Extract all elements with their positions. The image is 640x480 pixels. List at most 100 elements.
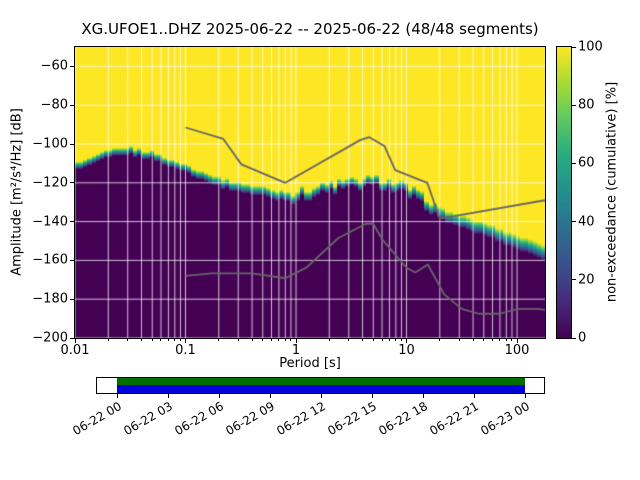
x-tick-mark	[516, 338, 518, 343]
y-tick-mark	[70, 298, 75, 300]
colorbar-tick-label: 20	[578, 272, 595, 288]
y-tick-label: −180	[32, 291, 68, 307]
coverage-processed-bar	[117, 378, 525, 385]
colorbar-tick-mark	[572, 337, 576, 339]
colorbar-tick-label: 60	[578, 155, 595, 171]
y-tick-mark	[70, 65, 75, 67]
y-tick-mark	[70, 182, 75, 184]
x-minor-tick-mark	[251, 338, 253, 341]
coverage-tick-mark	[524, 394, 526, 398]
x-minor-tick-mark	[107, 338, 109, 341]
x-minor-tick-mark	[179, 338, 181, 341]
y-tick-label: −100	[32, 136, 68, 152]
x-tick-label: 1	[291, 343, 301, 358]
y-tick-label: −160	[32, 252, 68, 268]
x-minor-tick-mark	[348, 338, 350, 341]
colorbar-tick-label: 40	[578, 214, 595, 230]
coverage-tick-mark	[167, 394, 169, 398]
coverage-date-label: 06-22 18	[376, 399, 430, 439]
x-minor-tick-mark	[458, 338, 460, 341]
x-minor-tick-mark	[439, 338, 441, 341]
y-tick-label: −60	[40, 58, 68, 74]
coverage-timeline	[96, 377, 545, 394]
x-minor-tick-mark	[472, 338, 474, 341]
coverage-data-bar	[117, 385, 525, 393]
colorbar	[556, 46, 572, 339]
x-minor-tick-mark	[141, 338, 143, 341]
coverage-date-label: 06-22 12	[274, 399, 328, 439]
coverage-date-label: 06-22 03	[121, 399, 175, 439]
x-tick-label: 0.01	[60, 343, 90, 358]
x-minor-tick-mark	[511, 338, 513, 341]
colorbar-tick-label: 100	[578, 39, 603, 55]
x-minor-tick-mark	[372, 338, 374, 341]
colorbar-tick-mark	[572, 279, 576, 281]
colorbar-tick-mark	[572, 46, 576, 48]
x-minor-tick-mark	[174, 338, 176, 341]
coverage-date-label: 06-22 06	[172, 399, 226, 439]
coverage-tick-mark	[473, 394, 475, 398]
x-minor-tick-mark	[483, 338, 485, 341]
x-minor-tick-mark	[160, 338, 162, 341]
y-tick-label: −120	[32, 175, 68, 191]
y-tick-mark	[70, 143, 75, 145]
x-minor-tick-mark	[218, 338, 220, 341]
ppsd-heatmap-canvas	[75, 47, 545, 338]
colorbar-tick-label: 0	[578, 330, 587, 346]
colorbar-label: non-exceedance (cumulative) [%]	[604, 81, 620, 303]
coverage-date-label: 06-22 21	[427, 399, 481, 439]
y-tick-label: −200	[32, 330, 68, 346]
coverage-tick-mark	[371, 394, 373, 398]
x-minor-tick-mark	[395, 338, 397, 341]
x-minor-tick-mark	[499, 338, 501, 341]
coverage-tick-mark	[320, 394, 322, 398]
x-tick-label: 10	[398, 343, 415, 358]
y-tick-mark	[70, 104, 75, 106]
x-minor-tick-mark	[127, 338, 129, 341]
x-minor-tick-mark	[290, 338, 292, 341]
y-tick-mark	[70, 221, 75, 223]
x-minor-tick-mark	[492, 338, 494, 341]
x-minor-tick-mark	[362, 338, 364, 341]
colorbar-tick-mark	[572, 104, 576, 106]
y-tick-label: −80	[40, 97, 68, 113]
x-minor-tick-mark	[151, 338, 153, 341]
coverage-tick-mark	[269, 394, 271, 398]
x-minor-tick-mark	[400, 338, 402, 341]
y-tick-mark	[70, 337, 75, 339]
x-minor-tick-mark	[284, 338, 286, 341]
x-tick-mark	[406, 338, 408, 343]
coverage-tick-mark	[422, 394, 424, 398]
y-tick-label: −140	[32, 214, 68, 230]
x-tick-mark	[74, 338, 76, 343]
coverage-tick-mark	[218, 394, 220, 398]
x-minor-tick-mark	[271, 338, 272, 341]
x-minor-tick-mark	[328, 338, 330, 341]
colorbar-gradient-canvas	[557, 47, 571, 338]
colorbar-tick-label: 80	[578, 97, 595, 113]
x-tick-mark	[185, 338, 186, 343]
coverage-tick-mark	[116, 394, 118, 398]
coverage-date-label: 06-22 00	[70, 399, 124, 439]
coverage-date-label: 06-22 09	[223, 399, 277, 439]
x-minor-tick-mark	[278, 338, 280, 341]
x-minor-tick-mark	[505, 338, 507, 341]
x-tick-mark	[295, 338, 297, 343]
x-minor-tick-mark	[237, 338, 239, 341]
y-tick-mark	[70, 259, 75, 261]
coverage-date-label: 06-23 00	[478, 399, 532, 439]
x-minor-tick-mark	[381, 338, 383, 341]
x-tick-label: 0.1	[175, 343, 196, 358]
x-minor-tick-mark	[388, 338, 390, 341]
x-axis-label: Period [s]	[279, 356, 341, 371]
x-minor-tick-mark	[167, 338, 169, 341]
plot-area	[74, 46, 546, 339]
colorbar-tick-mark	[572, 162, 576, 164]
coverage-date-label: 06-22 15	[325, 399, 379, 439]
y-axis-label: Amplitude [m²/s⁴/Hz] [dB]	[9, 108, 25, 276]
x-minor-tick-mark	[262, 338, 264, 341]
plot-title: XG.UFOE1..DHZ 2025-06-22 -- 2025-06-22 (…	[81, 20, 539, 38]
x-tick-label: 100	[504, 343, 530, 358]
colorbar-tick-mark	[572, 221, 576, 223]
